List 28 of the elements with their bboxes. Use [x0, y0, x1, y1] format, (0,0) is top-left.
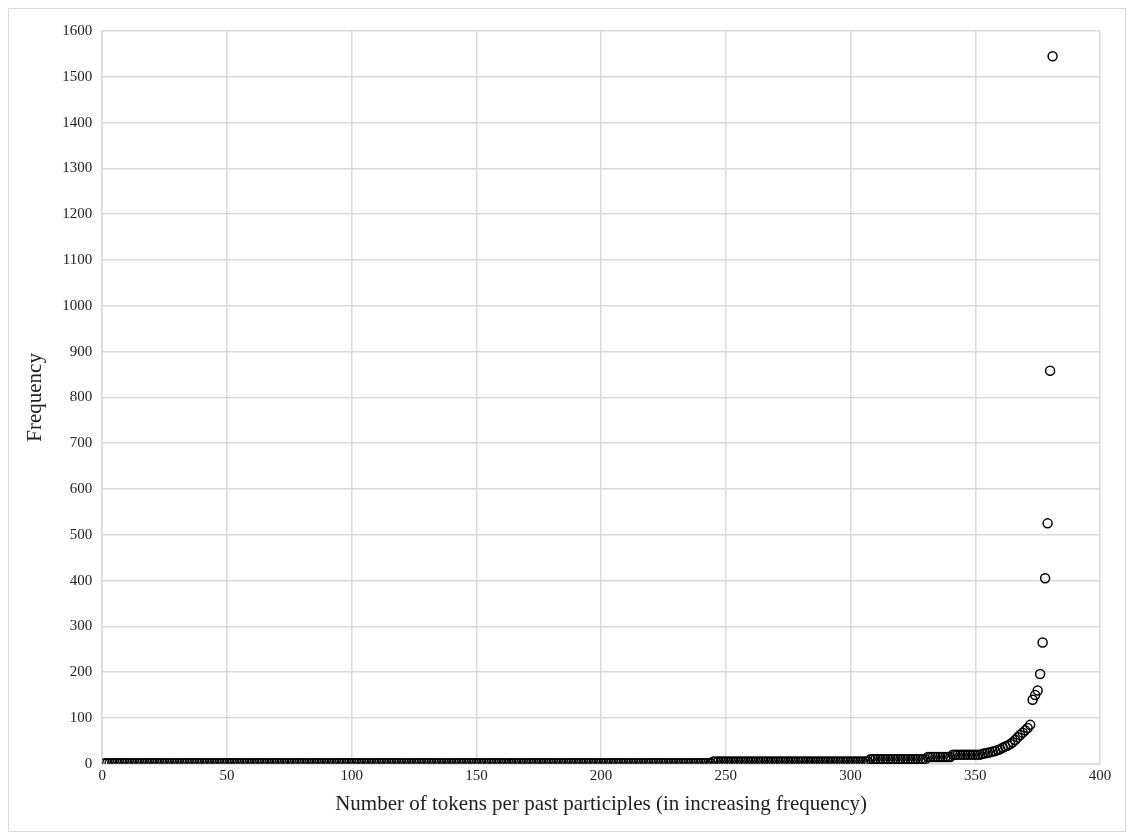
y-tick-label: 300	[69, 617, 93, 634]
y-tick-label: 1300	[62, 159, 93, 176]
x-tick-label: 0	[98, 766, 106, 783]
y-tick-label: 1100	[62, 250, 93, 267]
y-tick-label: 1200	[62, 205, 93, 222]
y-axis-title: Frequency	[22, 352, 47, 442]
x-tick-label: 50	[219, 766, 235, 783]
y-tick-label: 500	[69, 525, 93, 542]
y-tick-label: 1400	[62, 113, 93, 130]
x-tick-label: 400	[1088, 766, 1112, 783]
y-tick-label: 1600	[62, 21, 93, 38]
x-tick-label: 350	[964, 766, 987, 783]
y-tick-label: 1500	[62, 67, 93, 84]
x-axis-title: Number of tokens per past participles (in increasing frequency)	[335, 790, 868, 815]
y-tick-label: 200	[69, 663, 93, 680]
y-tick-label: 800	[69, 388, 93, 405]
y-tick-label: 400	[69, 571, 93, 588]
x-tick-label: 200	[589, 766, 613, 783]
x-tick-label: 100	[340, 766, 363, 783]
y-tick-label: 100	[69, 708, 93, 725]
x-tick-label: 250	[714, 766, 738, 783]
y-tick-label: 600	[69, 479, 93, 496]
y-tick-label: 0	[84, 754, 93, 771]
x-tick-label: 300	[839, 766, 862, 783]
y-tick-label: 1000	[62, 296, 93, 313]
x-tick-label: 150	[465, 766, 488, 783]
y-tick-label: 900	[69, 342, 93, 359]
y-tick-label: 700	[69, 434, 93, 451]
